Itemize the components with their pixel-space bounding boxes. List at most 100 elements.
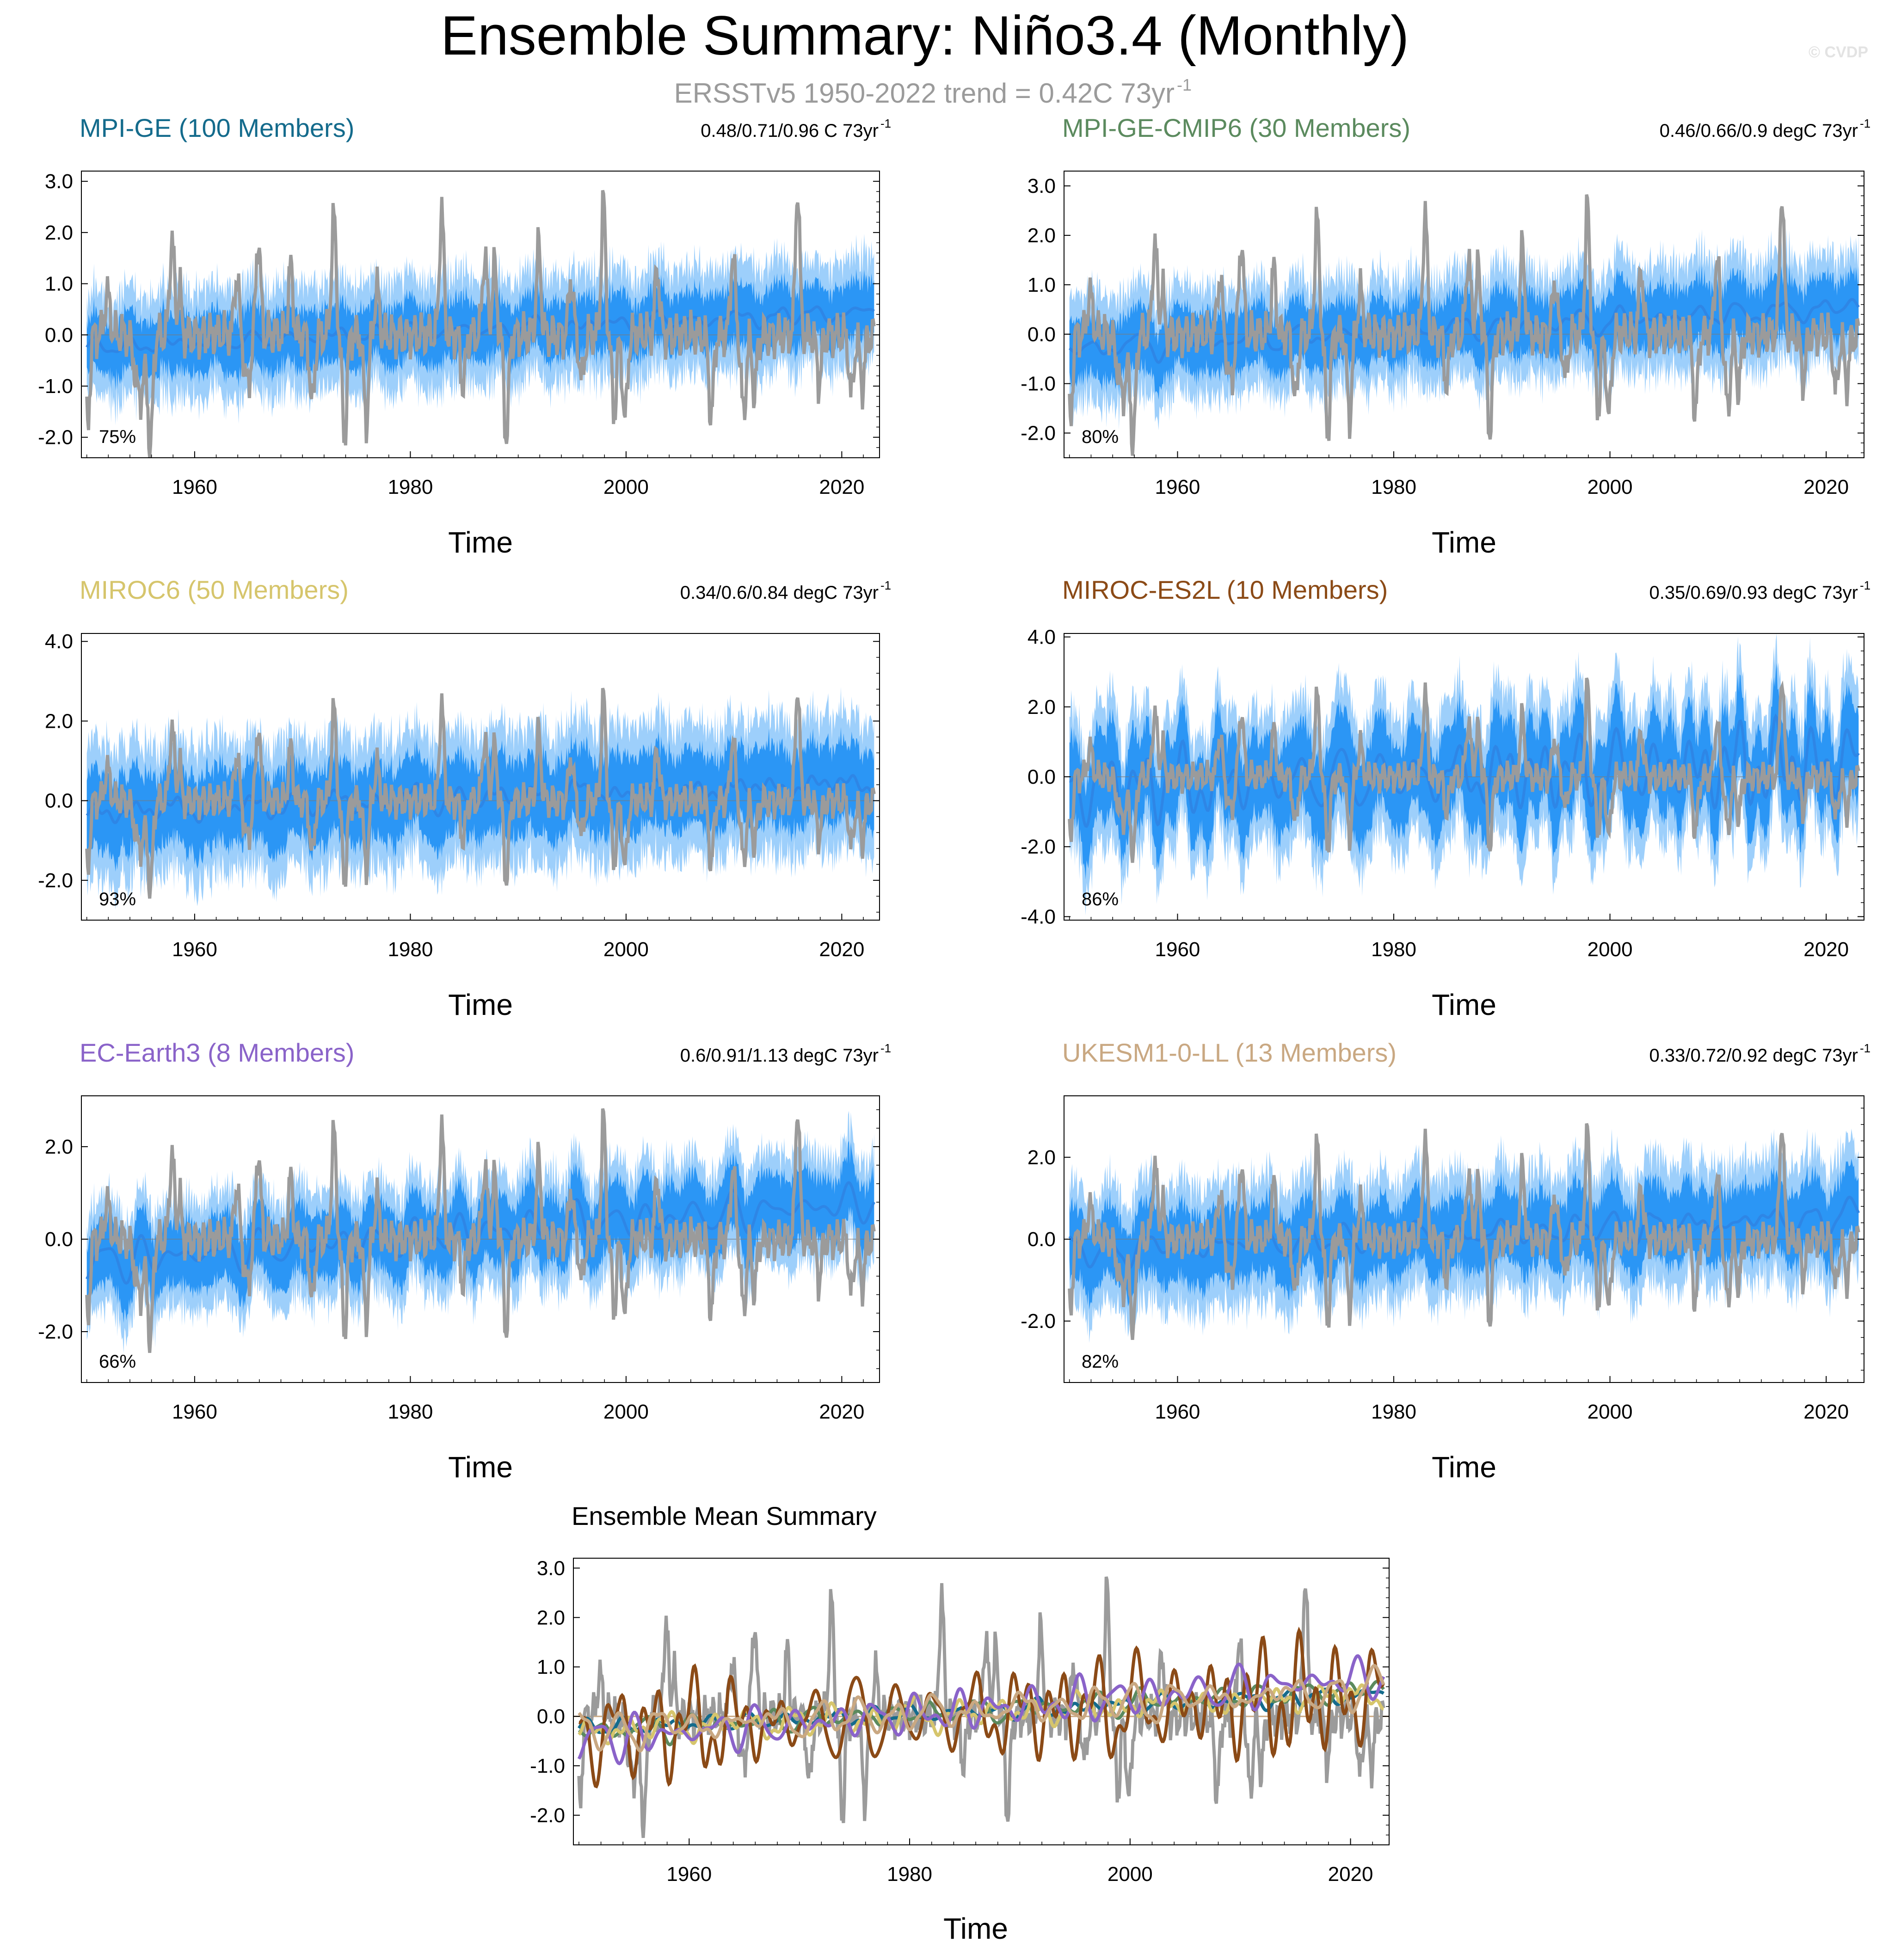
plot-body xyxy=(573,1576,1389,1838)
y-tick-label: 3.0 xyxy=(1027,175,1056,197)
watermark: © CVDP xyxy=(1809,43,1868,61)
trend-label: 0.35/0.69/0.93 degC 73yr xyxy=(1649,583,1858,603)
trend-label-superscript: -1 xyxy=(1860,117,1870,130)
figure-subtitle-superscript: -1 xyxy=(1177,75,1192,94)
y-tick-label: -2.0 xyxy=(1021,422,1056,445)
trend-label: 0.46/0.66/0.9 degC 73yr xyxy=(1660,121,1858,141)
y-tick-label: 2.0 xyxy=(1027,224,1056,247)
x-tick-label: 2020 xyxy=(819,476,864,498)
x-tick-label: 2000 xyxy=(1587,1401,1633,1423)
y-tick-label: 2.0 xyxy=(537,1606,565,1629)
plot-area: 4.0 2.0 0.0 -2.0 1960 1980 2000 2020 93% xyxy=(38,630,880,961)
panel-title: MPI-GE-CMIP6 (30 Members) xyxy=(1062,113,1410,142)
y-tick-label: 2.0 xyxy=(45,710,73,732)
panel-miroc6: MIROC6 (50 Members) 0.34/0.6/0.84 degC 7… xyxy=(38,575,891,1021)
x-tick-label: 1980 xyxy=(388,938,433,961)
x-tick-label: 2000 xyxy=(603,476,649,498)
y-tick-label: 0.0 xyxy=(45,1228,73,1251)
y-tick-label: 2.0 xyxy=(45,1136,73,1158)
y-tick-label: 1.0 xyxy=(537,1656,565,1678)
y-tick-label: -1.0 xyxy=(1021,373,1056,395)
y-tick-label: -2.0 xyxy=(38,869,73,892)
x-tick-label: 1960 xyxy=(1155,476,1200,498)
plot-body xyxy=(81,1108,880,1354)
rank-label: 66% xyxy=(99,1352,136,1372)
y-tick-label: 1.0 xyxy=(1027,274,1056,296)
rank-label: 86% xyxy=(1082,889,1119,909)
plot-body xyxy=(81,687,880,910)
x-tick-label: 1960 xyxy=(172,476,217,498)
y-tick-label: -2.0 xyxy=(1021,836,1056,858)
panel-miroc-es2l: MIROC-ES2L (10 Members) 0.35/0.69/0.93 d… xyxy=(1021,575,1870,1021)
panel-title: MIROC-ES2L (10 Members) xyxy=(1062,575,1388,604)
observed-line xyxy=(1068,1123,1860,1340)
plot-area: 3.0 2.0 1.0 0.0 -1.0 -2.0 1960 1980 2000 2020 75% xyxy=(38,170,880,498)
observed-line xyxy=(85,1108,876,1353)
x-tick-label: 1980 xyxy=(388,476,433,498)
y-tick-label: 3.0 xyxy=(537,1557,565,1579)
x-axis-label: Time xyxy=(1432,988,1496,1021)
x-tick-label: 2000 xyxy=(603,938,649,961)
x-tick-label: 2000 xyxy=(1107,1863,1153,1886)
x-axis-label: Time xyxy=(448,1450,513,1484)
plot-body xyxy=(81,190,880,458)
y-tick-label: 2.0 xyxy=(1027,696,1056,719)
panel-title: UKESM1-0-LL (13 Members) xyxy=(1062,1038,1397,1067)
x-axis-label: Time xyxy=(1432,526,1496,559)
trend-label-superscript: -1 xyxy=(880,1041,891,1055)
y-tick-label: 2.0 xyxy=(45,221,73,244)
plot-area: 4.0 2.0 0.0 -2.0 -4.0 1960 1980 2000 2020 86% xyxy=(1021,626,1864,961)
panel-title: EC-Earth3 (8 Members) xyxy=(80,1038,354,1067)
trend-label-superscript: -1 xyxy=(1860,1041,1870,1055)
plot-area: 2.0 0.0 -2.0 1960 1980 2000 2020 66% xyxy=(38,1095,880,1423)
plot-frame xyxy=(81,633,880,921)
x-tick-label: 1960 xyxy=(666,1863,712,1886)
rank-label: 80% xyxy=(1082,427,1119,447)
observed-line xyxy=(85,190,876,458)
x-axis-label: Time xyxy=(448,988,513,1021)
trend-label: 0.33/0.72/0.92 degC 73yr xyxy=(1649,1045,1858,1066)
ensemble-mean-line xyxy=(1068,1195,1860,1269)
model-mean-line-ukesm1-0-ll xyxy=(578,1664,1385,1753)
y-tick-label: -1.0 xyxy=(38,375,73,398)
x-tick-label: 1980 xyxy=(1371,938,1416,961)
x-tick-label: 1960 xyxy=(1155,1401,1200,1423)
x-axis-label: Time xyxy=(943,1912,1008,1945)
panel-mpi-ge: MPI-GE (100 Members) 0.48/0.71/0.96 C 73… xyxy=(38,113,891,559)
panel-title: Ensemble Mean Summary xyxy=(572,1501,877,1530)
panel-title: MIROC6 (50 Members) xyxy=(80,575,349,604)
x-tick-label: 2020 xyxy=(819,1401,864,1423)
y-tick-label: 4.0 xyxy=(45,630,73,653)
x-tick-label: 1960 xyxy=(172,938,217,961)
plot-area: 2.0 0.0 -2.0 1960 1980 2000 2020 82% xyxy=(1021,1095,1864,1423)
trend-label-superscript: -1 xyxy=(880,117,891,130)
x-tick-label: 2020 xyxy=(1803,938,1849,961)
rank-label: 93% xyxy=(99,889,136,909)
plot-body xyxy=(1064,633,1864,915)
panel-mpi-ge-cmip6: MPI-GE-CMIP6 (30 Members) 0.46/0.66/0.9 … xyxy=(1021,113,1870,559)
x-tick-label: 1960 xyxy=(172,1401,217,1423)
y-tick-label: -2.0 xyxy=(38,426,73,449)
panel-title: MPI-GE (100 Members) xyxy=(80,113,354,142)
y-tick-label: -2.0 xyxy=(1021,1310,1056,1333)
observed-line xyxy=(1068,194,1860,456)
panel-ec-earth3: EC-Earth3 (8 Members) 0.6/0.91/1.13 degC… xyxy=(38,1038,891,1484)
figure-title: Ensemble Summary: Niño3.4 (Monthly) xyxy=(441,5,1409,67)
x-tick-label: 2020 xyxy=(819,938,864,961)
y-tick-label: 0.0 xyxy=(1027,323,1056,346)
plot-body xyxy=(1064,1123,1864,1343)
y-tick-label: 0.0 xyxy=(1027,1228,1056,1251)
trend-label: 0.34/0.6/0.84 degC 73yr xyxy=(680,583,879,603)
y-tick-label: 0.0 xyxy=(45,324,73,346)
y-tick-label: 0.0 xyxy=(537,1705,565,1728)
plot-body xyxy=(1064,194,1864,456)
trend-label-superscript: -1 xyxy=(1860,578,1870,592)
x-tick-label: 2020 xyxy=(1328,1863,1373,1886)
x-tick-label: 1980 xyxy=(1371,1401,1416,1423)
observed-line xyxy=(85,688,876,899)
x-tick-label: 1980 xyxy=(887,1863,932,1886)
x-tick-label: 2000 xyxy=(1587,476,1633,498)
y-tick-label: -1.0 xyxy=(530,1755,565,1777)
x-tick-label: 2000 xyxy=(603,1401,649,1423)
